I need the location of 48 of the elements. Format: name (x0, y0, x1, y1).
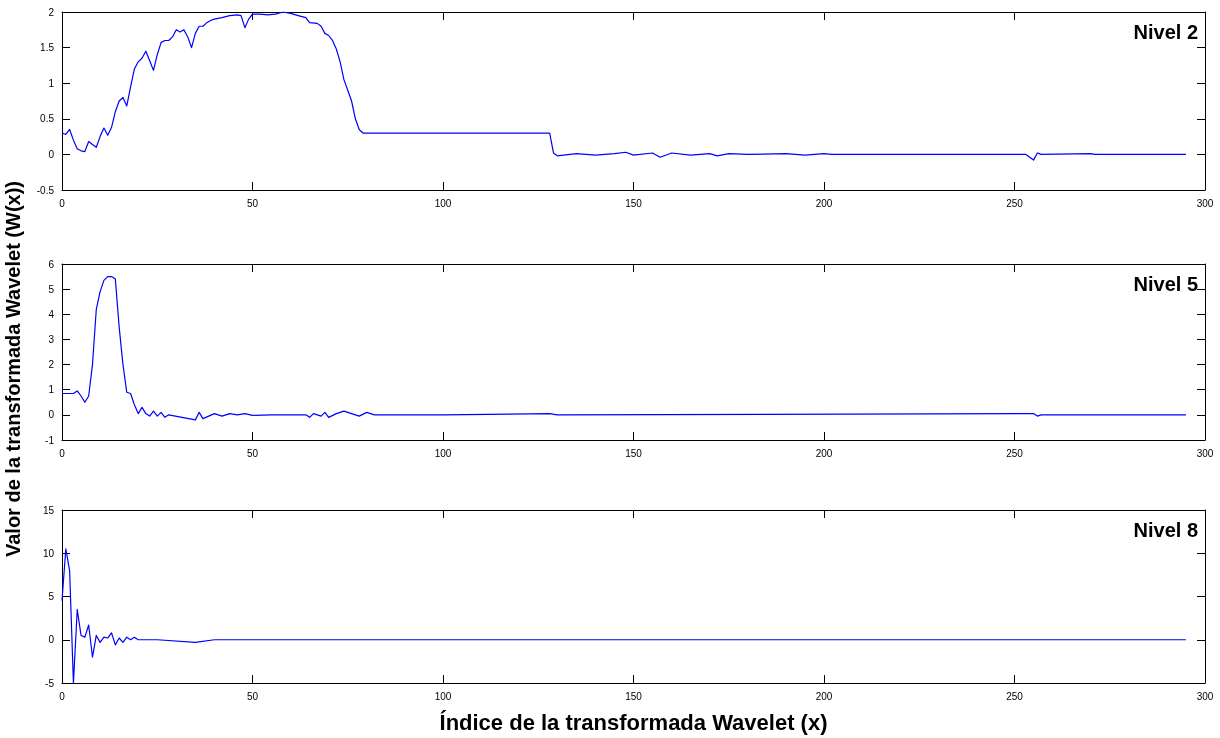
y-tick-label: 5 (48, 591, 55, 602)
y-tick-label: 0 (48, 634, 55, 646)
x-tick-label: 150 (625, 197, 643, 209)
y-tick-label: -1 (45, 434, 55, 446)
y-tick-label: 15 (42, 504, 55, 516)
x-axis-title: Índice de la transformada Wavelet (x) (439, 709, 828, 735)
x-tick-label: 100 (434, 197, 452, 209)
x-tick-label: 0 (59, 197, 66, 209)
y-axis-title: Valor de la transformada Wavelet (W(x)) (1, 180, 25, 558)
x-tick-label: 100 (434, 447, 452, 459)
y-tick-label: 1 (48, 77, 55, 89)
y-tick-label: 2 (48, 6, 55, 18)
line-series (61, 548, 1187, 684)
y-tick-label: 5 (48, 283, 55, 295)
x-tick-label: 150 (625, 447, 643, 459)
x-tick-label: 250 (1006, 690, 1024, 702)
x-tick-label: 200 (815, 197, 833, 209)
y-tick-label: 1 (48, 384, 55, 396)
x-tick-label: 300 (1196, 197, 1214, 209)
annotation: Nivel 8 (1133, 519, 1198, 541)
line-series (61, 11, 1187, 161)
annotation: Nivel 2 (1133, 21, 1198, 43)
y-tick-label: -5 (45, 677, 55, 689)
y-tick-label: 1.5 (40, 42, 55, 54)
y-tick-label: 0 (48, 148, 55, 160)
annotation: Nivel 5 (1133, 273, 1198, 295)
x-tick-label: 0 (59, 690, 66, 702)
x-tick-label: 200 (815, 447, 833, 459)
y-tick-label: 10 (42, 547, 55, 559)
y-tick-label: 6 (48, 258, 55, 270)
x-tick-label: 300 (1196, 690, 1214, 702)
y-tick-label: 0.5 (40, 113, 55, 125)
y-tick-label: 0 (48, 409, 55, 421)
x-tick-label: 250 (1006, 447, 1024, 459)
line-series (61, 275, 1187, 421)
y-tick-label: 3 (48, 333, 55, 345)
x-tick-label: 0 (59, 447, 66, 459)
y-tick-label: -0.5 (36, 184, 55, 196)
x-tick-label: 250 (1006, 197, 1024, 209)
x-tick-label: 50 (246, 447, 259, 459)
y-tick-label: 4 (48, 308, 55, 320)
y-tick-label: 2 (48, 359, 55, 371)
x-tick-label: 100 (434, 690, 452, 702)
x-tick-label: 50 (246, 690, 259, 702)
x-tick-label: 300 (1196, 447, 1214, 459)
x-tick-label: 200 (815, 690, 833, 702)
x-tick-label: 50 (246, 197, 259, 209)
x-tick-label: 150 (625, 690, 643, 702)
